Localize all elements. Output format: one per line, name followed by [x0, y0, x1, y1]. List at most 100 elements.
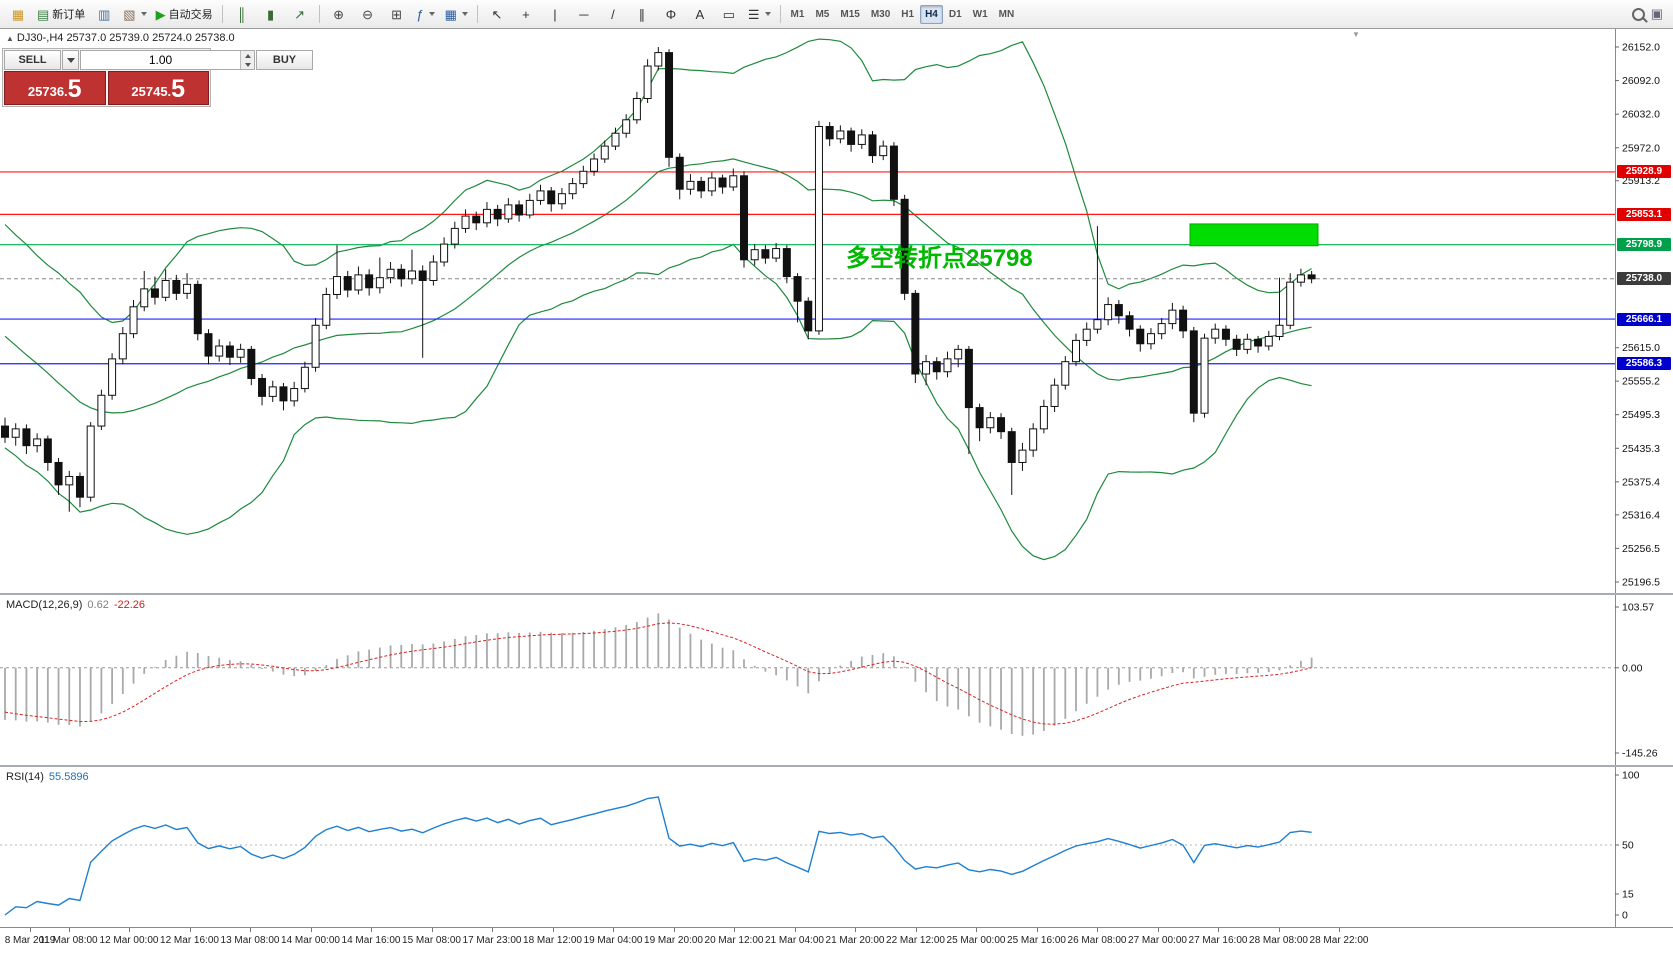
time-label: 22 Mar 12:00	[886, 935, 945, 946]
sell-button[interactable]: SELL	[4, 50, 61, 70]
macd-axis-label: -145.26	[1622, 748, 1658, 760]
chevron-down-icon	[461, 12, 468, 16]
fibonacci-icon[interactable]: Φ	[657, 2, 685, 26]
time-tick	[371, 928, 372, 932]
templates-icon[interactable]: ▦	[441, 2, 472, 26]
price-axis-label: 26152.0	[1622, 42, 1660, 54]
rsi-panel[interactable]: 100 50 15 0 RSI(14) 55.5896	[0, 767, 1673, 927]
indicators-icon: ƒ	[416, 6, 424, 22]
rsi-axis-label: 15	[1622, 889, 1634, 901]
sell-price-button[interactable]: 25736. 5	[4, 71, 106, 105]
timeframe-M30[interactable]: M30	[870, 8, 891, 20]
vertical-line-icon[interactable]: |	[541, 2, 569, 26]
horizontal-line-icon: ─	[579, 6, 589, 22]
volume-box	[80, 50, 255, 70]
order-type-dropdown[interactable]	[62, 50, 79, 70]
time-tick	[734, 928, 735, 932]
bar-chart-icon[interactable]: ║	[228, 2, 256, 26]
candlestick-chart-icon[interactable]: ▮	[257, 2, 285, 26]
text-tool-icon[interactable]: A	[686, 2, 714, 26]
timeframe-D1[interactable]: D1	[948, 8, 962, 20]
macd-canvas[interactable]: 103.57 0.00 -145.26	[0, 595, 1673, 765]
zoom-in-icon: ⊕	[333, 6, 345, 22]
trendline-icon[interactable]: /	[599, 2, 627, 26]
price-badge-25928.9: 25928.9	[1617, 165, 1671, 179]
timeframe-M15[interactable]: M15	[840, 8, 860, 20]
price-axis-label: 25913.2	[1622, 175, 1660, 187]
profiles-icon[interactable]: ▧	[119, 2, 150, 26]
time-label: 12 Mar 00:00	[99, 935, 159, 946]
templates-icon: ▦	[444, 6, 457, 22]
time-label: 19 Mar 20:00	[644, 935, 703, 946]
channel-icon[interactable]: ∥	[628, 2, 656, 26]
time-tick	[855, 928, 856, 932]
time-tick	[250, 928, 251, 932]
terminal-icon[interactable]: ▦	[4, 2, 32, 26]
time-label: 27 Mar 00:00	[1128, 935, 1187, 946]
rsi-line	[4, 796, 1312, 916]
toolbox-icon[interactable]: ▣	[1650, 6, 1663, 21]
buy-price-button[interactable]: 25745. 5	[107, 71, 209, 105]
time-label: 8 Mar 2019	[4, 935, 56, 946]
time-axis[interactable]: 8 Mar 2019 11 Mar 08:00 12 Mar 00:00 12 Mar…	[0, 927, 1673, 955]
rsi-canvas[interactable]: 100 50 15 0	[0, 767, 1673, 927]
buy-button[interactable]: BUY	[256, 50, 313, 70]
volume-decrease-button[interactable]	[241, 60, 254, 69]
cursor-icon[interactable]: ↖	[483, 2, 511, 26]
chevron-down-icon	[66, 57, 75, 63]
price-axis-label: 25435.3	[1622, 443, 1660, 455]
time-tick	[1278, 928, 1280, 932]
arrow-tools-icon[interactable]: ☰	[744, 2, 775, 26]
time-label: 14 Mar 16:00	[341, 935, 401, 946]
autotrading-button: ▶	[155, 6, 166, 22]
cursor-icon: ↖	[491, 6, 503, 22]
price-badge-25853.1: 25853.1	[1617, 207, 1671, 221]
panel-separator[interactable]	[0, 765, 1673, 767]
timeframe-M1[interactable]: M1	[790, 8, 805, 20]
search-icon[interactable]	[1631, 7, 1645, 21]
horizontal-lines[interactable]	[0, 171, 1615, 365]
chart-shift-marker-icon[interactable]: ▼	[1352, 30, 1360, 39]
price-axis-label: 25256.5	[1622, 543, 1660, 555]
timeframe-MN[interactable]: MN	[998, 8, 1015, 20]
macd-axis-label: 0.00	[1622, 662, 1643, 674]
indicators-icon[interactable]: ƒ	[412, 2, 440, 26]
symbol-marker-icon: ▲	[6, 34, 14, 43]
macd-panel[interactable]: 103.57 0.00 -145.26 MACD(12,26,9) 0.62 -22.2…	[0, 595, 1673, 765]
tile-windows-icon[interactable]: ⊞	[383, 2, 411, 26]
time-tick	[1218, 928, 1219, 932]
highlight-rectangle[interactable]	[1189, 223, 1319, 247]
terminal-icon: ▦	[11, 6, 25, 22]
volume-input[interactable]	[81, 51, 240, 69]
candlesticks[interactable]	[1, 47, 1316, 512]
time-label: 15 Mar 08:00	[402, 935, 461, 946]
price-axis[interactable]: 26152.0 26092.0 26032.0 25972.0 25913.2 25615…	[1615, 42, 1660, 589]
macd-histogram	[4, 613, 1313, 736]
candlestick-chart-icon: ▮	[267, 6, 275, 22]
label-tool-icon[interactable]: ▭	[715, 2, 743, 26]
line-chart-icon[interactable]: ↗	[286, 2, 314, 26]
trendline-icon: /	[611, 6, 615, 22]
crosshair-icon[interactable]: +	[512, 2, 540, 26]
horizontal-line-icon[interactable]: ─	[570, 2, 598, 26]
chart-window-icon[interactable]: ▥	[90, 2, 118, 26]
chevron-down-icon	[428, 12, 435, 16]
autotrading-button[interactable]: ▶ 自动交易	[152, 2, 217, 26]
timeframe-W1[interactable]: W1	[972, 8, 988, 20]
main-chart-canvas[interactable]: 26152.0 26092.0 26032.0 25972.0 25913.2 25615…	[0, 29, 1673, 593]
chart-text-annotation[interactable]: 多空转折点25798	[846, 245, 1033, 272]
timeframe-M5[interactable]: M5	[815, 8, 830, 20]
panel-separator[interactable]	[0, 593, 1673, 595]
time-label: 12 Mar 16:00	[160, 935, 219, 946]
volume-increase-button[interactable]	[241, 51, 254, 60]
zoom-out-icon[interactable]: ⊖	[354, 2, 382, 26]
price-badge-25586.3: 25586.3	[1617, 357, 1671, 371]
timeframe-H1[interactable]: H1	[901, 8, 915, 20]
new-order-button[interactable]: ▤ 新订单	[33, 2, 89, 26]
time-tick	[68, 928, 70, 932]
main-chart-panel[interactable]: 26152.0 26092.0 26032.0 25972.0 25913.2 25615…	[0, 29, 1673, 593]
crosshair-icon: +	[522, 6, 530, 22]
zoom-in-icon[interactable]: ⊕	[325, 2, 353, 26]
time-label: 17 Mar 23:00	[462, 935, 522, 946]
timeframe-H4[interactable]: H4	[920, 4, 943, 24]
